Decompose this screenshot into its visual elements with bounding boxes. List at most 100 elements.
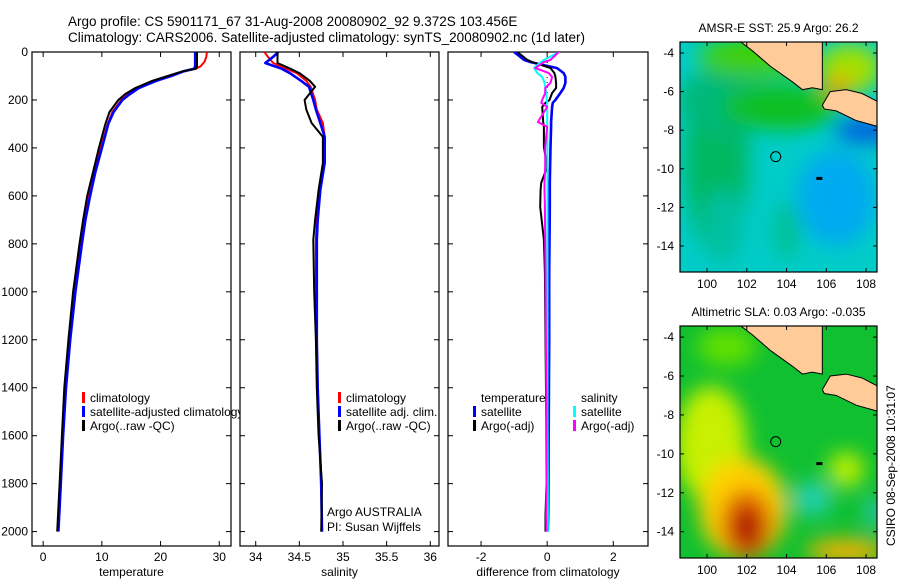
map-frame [679, 325, 878, 559]
christmas-island-marker [816, 462, 823, 466]
y-tick-label: 1800 [1, 477, 28, 491]
legend-swatch [338, 392, 341, 403]
legend-swatch [82, 406, 85, 417]
map-anomaly-blob [796, 149, 877, 246]
y-tick-label: 200 [8, 93, 28, 107]
y-tick-label: 1600 [1, 429, 28, 443]
map-anomaly-blob [732, 508, 761, 548]
x-axis-label: temperature [99, 565, 164, 579]
map-anomaly-blob [722, 83, 843, 131]
map-field [680, 42, 877, 272]
x-tick-label: 102 [737, 277, 757, 291]
y-tick-label: -14 [657, 239, 675, 253]
x-tick-label: 104 [777, 277, 797, 291]
legend-label: Argo(..raw -QC) [90, 419, 175, 433]
map-anomaly-blob [866, 498, 877, 526]
x-tick-label: 0 [40, 550, 47, 564]
series-line-argo-raw-qc- [56, 52, 198, 532]
map-anomaly-blob [806, 539, 877, 558]
y-tick-label: -12 [657, 200, 675, 214]
x-tick-label: 34 [249, 550, 263, 564]
argo-position-marker [770, 151, 782, 163]
series-group [263, 52, 327, 532]
legend-label: Argo(-adj) [481, 419, 534, 433]
figure-title-line-2: Climatology: CARS2006. Satellite-adjuste… [68, 30, 585, 45]
x-tick-label: 35 [336, 550, 350, 564]
legend-swatch [338, 406, 341, 417]
x-tick-label: 100 [697, 563, 717, 577]
credit-line-1: Argo AUSTRALIA [327, 505, 422, 519]
legend-label: satellite [581, 405, 622, 419]
y-tick-label: -6 [663, 369, 674, 383]
series-line-satellite [533, 52, 560, 532]
legend-header: temperature [481, 391, 546, 405]
x-tick-label: 106 [816, 563, 836, 577]
plot-frame [31, 51, 232, 547]
legend-swatch [473, 406, 476, 417]
x-axis-label: difference from climatology [476, 565, 619, 579]
map-blobs [680, 42, 877, 266]
timestamp-stamp: CSIRO 08-Sep-2008 10:31:07 [884, 385, 898, 546]
plots-group: 0 10 20 30020040060080010001200140016001800… [1, 21, 878, 579]
legend-label: climatology [346, 391, 406, 405]
legend-header: salinity [581, 391, 618, 405]
map-anomaly-blob [774, 201, 799, 260]
legend-swatch [573, 420, 576, 431]
legend-label: Argo(-adj) [581, 419, 634, 433]
x-tick-label: 104 [777, 563, 797, 577]
x-tick-label: 20 [154, 550, 168, 564]
x-tick-label: 106 [816, 277, 836, 291]
x-tick-label: -2 [476, 550, 487, 564]
sst-map-panel: AMSR-E SST: 25.9 Argo: 26.2 100 102 104 106 1… [657, 21, 878, 291]
y-tick-label: -8 [663, 408, 674, 422]
legend-swatch [82, 392, 85, 403]
x-axis-label: salinity [321, 565, 358, 579]
x-tick-label: 108 [856, 277, 876, 291]
legend-swatch [82, 420, 85, 431]
legend-label: satellite adj. clim. [346, 405, 437, 419]
y-tick-label: -10 [657, 162, 675, 176]
x-tick-label: 34.5 [288, 550, 312, 564]
y-tick-label: 1200 [1, 333, 28, 347]
y-tick-label: -4 [663, 46, 674, 60]
legend-label: satellite-adjusted climatology [90, 405, 243, 419]
christmas-island-marker [816, 176, 823, 180]
series-line-argo-raw-qc- [276, 52, 324, 532]
legend-swatch [473, 420, 476, 431]
map-title: AMSR-E SST: 25.9 Argo: 26.2 [698, 21, 858, 35]
map-title: Altimetric SLA: 0.03 Argo: -0.035 [691, 305, 865, 319]
series-group [513, 52, 567, 532]
land-mass [740, 326, 823, 375]
temperature-panel: 0 10 20 30 0 200 400 600 800 1000 1200 1400 1600 1800… [1, 45, 243, 579]
legend-swatch [573, 406, 576, 417]
map-anomaly-blob [697, 327, 757, 367]
land-mass [821, 373, 877, 412]
y-tick-label: -4 [663, 330, 674, 344]
y-tick-label: -14 [657, 525, 675, 539]
legend-label: Argo(..raw -QC) [346, 419, 431, 433]
x-tick-label: 100 [697, 277, 717, 291]
y-tick-label: 400 [8, 141, 28, 155]
y-tick-label: 1400 [1, 381, 28, 395]
y-tick-label: 1000 [1, 285, 28, 299]
x-tick-label: 10 [95, 550, 109, 564]
x-tick-label: 0 [544, 550, 551, 564]
sla-map-panel: Altimetric SLA: 0.03 Argo: -0.035 100 102 1… [657, 305, 878, 577]
legend-label: satellite [481, 405, 522, 419]
y-tick-label: 0 [21, 45, 28, 59]
map-frame [679, 41, 878, 273]
map-anomaly-blob [703, 188, 743, 266]
map-field [680, 326, 877, 558]
plot-frame [239, 51, 440, 547]
y-tick-label: -12 [657, 486, 675, 500]
x-tick-label: 2 [610, 550, 617, 564]
x-tick-label: 108 [856, 563, 876, 577]
y-tick-label: -6 [663, 85, 674, 99]
land-mass [740, 42, 823, 91]
y-tick-label: 600 [8, 189, 28, 203]
argo-position-marker [770, 436, 782, 448]
x-tick-label: 36 [424, 550, 438, 564]
x-tick-label: 102 [737, 563, 757, 577]
